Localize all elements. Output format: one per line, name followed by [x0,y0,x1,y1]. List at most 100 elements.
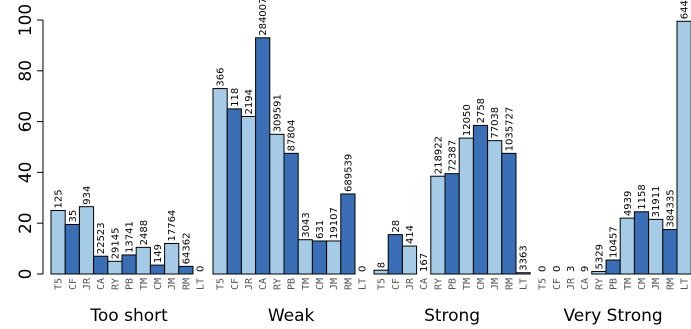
category-label: JM [651,278,662,290]
y-tick-label: 0 [16,269,36,280]
bar [605,259,621,275]
bar [78,206,95,275]
group-label: Weak [268,306,315,326]
bar [255,37,271,275]
category-label: RY [272,278,283,290]
bar [149,264,166,275]
bar-value-label: 0 [538,266,549,272]
bar [164,243,180,275]
bar-value-label: 35 [68,210,79,223]
category-label: RM [181,278,192,290]
category-label: CM [637,278,648,290]
category-label: JR [82,277,93,290]
category-label: PB [287,278,298,290]
bar-value-label: 384335 [665,189,676,227]
bar-value-label: 9 [580,266,591,272]
bar-value-label: 31911 [651,186,662,218]
group-label: Too short [89,306,168,326]
bar-value-label: 125 [54,189,65,208]
category-label: T5 [54,278,65,290]
category-label: TM [301,278,312,290]
y-tick-label: 100 [16,4,36,36]
bar [50,210,66,275]
bar [311,240,328,275]
bar [107,260,123,275]
bar-value-label: 28 [391,220,402,233]
bar-value-label: 1158 [637,184,648,209]
category-label: CM [153,278,164,290]
bar-value-label: 5329 [594,244,605,269]
bar-value-label: 19107 [329,207,340,239]
bar-value-label: 284007 [258,0,269,36]
bar-value-label: 3 [566,266,577,272]
category-label: JR [405,277,416,290]
bar [458,137,474,275]
bar-value-label: 0 [196,266,207,272]
category-label: CA [96,278,107,290]
bar-value-label: 13741 [125,221,136,253]
category-label: PB [448,278,459,290]
category-label: CM [476,278,487,290]
bar [93,255,109,275]
bar-value-label: 0 [552,266,563,272]
category-label: CM [315,278,326,290]
bar-value-label: 29145 [110,227,121,259]
bar-value-label: 0 [358,266,369,272]
bar-value-label: 17764 [167,210,178,242]
bar-value-label: 689539 [343,154,354,192]
y-tick-label: 40 [16,162,36,184]
category-label: TM [139,278,150,290]
bar [135,246,151,275]
category-label: CF [552,278,563,290]
category-label: LT [196,278,207,290]
category-label: CF [230,278,241,290]
bar [373,269,389,275]
bar-value-label: 2758 [476,98,487,123]
bar-value-label: 3043 [301,212,312,237]
group-label: Strong [424,306,480,326]
category-label: CF [68,278,79,290]
y-tick-label: 60 [16,111,36,133]
bar-value-label: 934 [82,186,93,205]
bar-value-label: 149 [153,244,164,263]
category-label: LT [358,278,369,290]
category-label: RM [504,278,515,290]
category-label: JR [566,277,577,290]
category-label: TM [462,278,473,290]
bar [662,229,678,275]
bar [430,175,446,275]
bar [283,152,299,275]
category-label: RY [594,278,605,290]
bar-value-label: 72387 [448,140,459,172]
category-label: RM [343,278,354,290]
bar [326,240,342,275]
bar-value-label: 167 [419,253,430,272]
bar [401,245,418,275]
category-label: JR [244,277,255,290]
category-label: JM [167,278,178,290]
bar [64,223,80,275]
group-label: Very Strong [563,306,662,326]
bar [444,173,460,275]
category-label: JM [329,278,340,290]
category-label: CA [258,278,269,290]
bar-value-label: 309591 [272,94,283,132]
bar [501,152,517,275]
bar-value-label: 77038 [490,107,501,139]
bar-value-label: 218922 [433,136,444,174]
category-label: LT [680,278,691,290]
category-label: T5 [538,278,549,290]
category-label: TM [623,278,634,290]
category-label: RY [110,278,121,290]
bar-value-label: 22523 [96,222,107,254]
bar-value-label: 118 [230,88,241,107]
category-label: JM [490,278,501,290]
bar [297,239,313,275]
bar-value-label: 1035727 [504,107,515,152]
bar-value-label: 644 [680,0,691,19]
bar [487,140,503,275]
bar [387,234,403,275]
bar [240,116,257,275]
